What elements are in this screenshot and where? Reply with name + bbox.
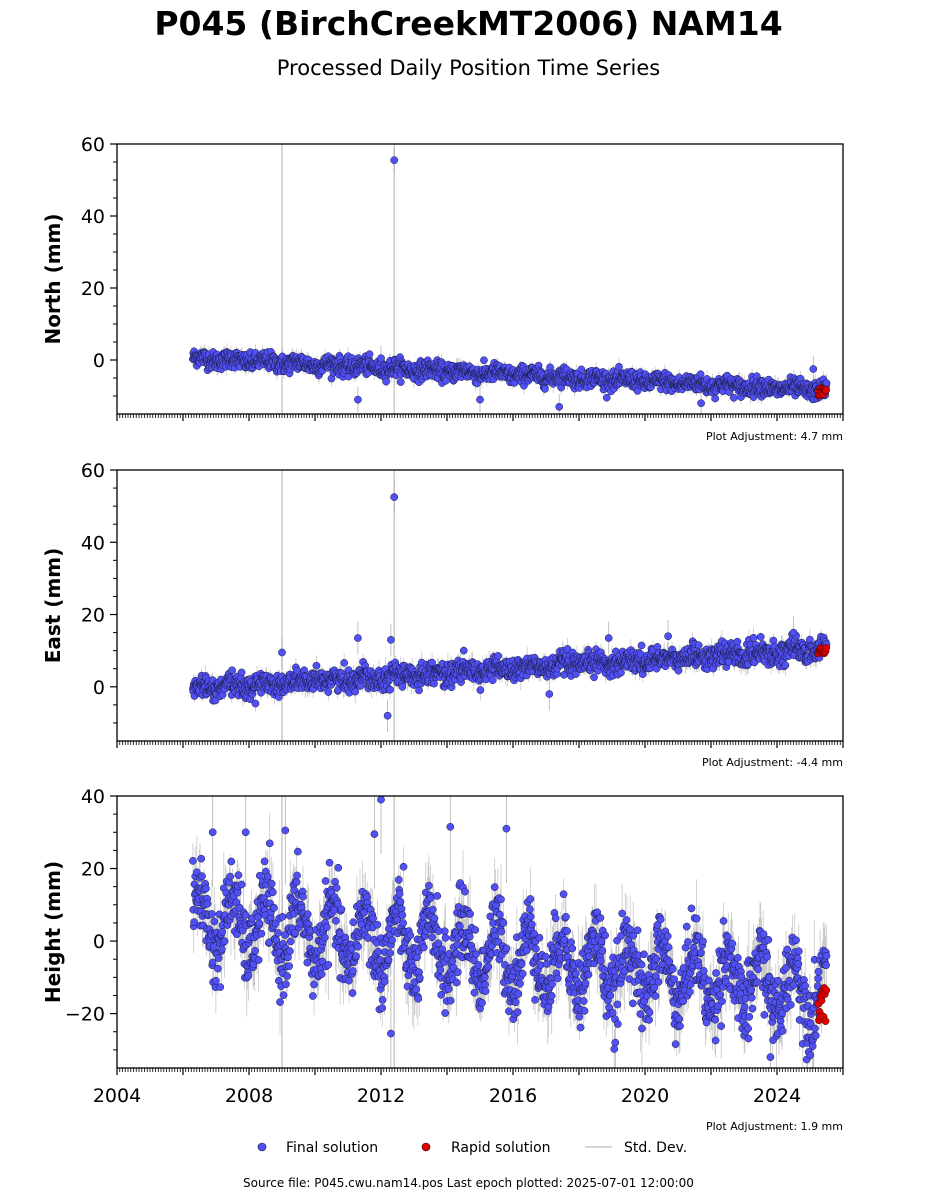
east-point (228, 666, 236, 675)
east-point (749, 634, 758, 642)
panel-north: 0 20 40 60 North (mm) Plot Adjustment: 4.7 mm (41, 134, 844, 443)
north-point (365, 350, 374, 359)
north-point (382, 377, 390, 386)
east-point (237, 668, 246, 677)
east-point (340, 659, 349, 667)
east-point (476, 686, 485, 694)
north-ytick-label: 60 (81, 134, 105, 156)
east-point (494, 652, 503, 660)
north-point (480, 356, 488, 365)
north-point (711, 394, 720, 403)
north-ytick-label: 20 (81, 278, 105, 300)
east-point (617, 668, 625, 677)
north-point (577, 365, 586, 374)
north-outlier-point (390, 156, 399, 165)
east-point (694, 641, 703, 650)
east-point (386, 685, 394, 694)
north-point (396, 378, 405, 386)
chart-subtitle: Processed Daily Position Time Series (276, 56, 661, 80)
east-point (324, 688, 333, 696)
east-point (488, 676, 497, 685)
north-point (615, 362, 623, 371)
east-point (398, 683, 407, 691)
chart-title: P045 (BirchCreekMT2006) NAM14 (154, 4, 783, 43)
north-plot-adjustment: Plot Adjustment: 4.7 mm (706, 430, 843, 443)
north-ylabel: North (mm) (41, 213, 65, 344)
north-point (729, 393, 738, 402)
east-point (312, 661, 321, 670)
east-point (428, 658, 436, 667)
north-rapid-point (822, 386, 831, 394)
east-point (351, 687, 360, 696)
north-outlier-point (377, 354, 385, 363)
east-point (756, 632, 765, 641)
north-ytick-label: 0 (93, 350, 105, 372)
north-final-points (189, 156, 831, 411)
east-plot-area (189, 470, 831, 741)
north-outlier-point (476, 395, 484, 404)
east-point (459, 646, 468, 655)
east-point (733, 637, 742, 646)
east-final-points (189, 493, 831, 720)
north-plot-area (189, 144, 831, 414)
east-point (415, 686, 423, 695)
north-outlier-point (555, 402, 564, 411)
north-ytick-label: 40 (81, 206, 105, 228)
north-outlier-point (809, 365, 818, 373)
north-outlier-point (697, 399, 705, 408)
north-point (602, 393, 611, 402)
east-point (251, 699, 260, 708)
east-point (637, 641, 646, 650)
north-point (541, 385, 549, 393)
north-point (696, 370, 705, 379)
north-point (442, 376, 450, 385)
north-rapid-points (814, 384, 831, 400)
east-std-bars (192, 480, 827, 732)
north-outlier-point (354, 395, 362, 404)
east-point (590, 673, 598, 682)
